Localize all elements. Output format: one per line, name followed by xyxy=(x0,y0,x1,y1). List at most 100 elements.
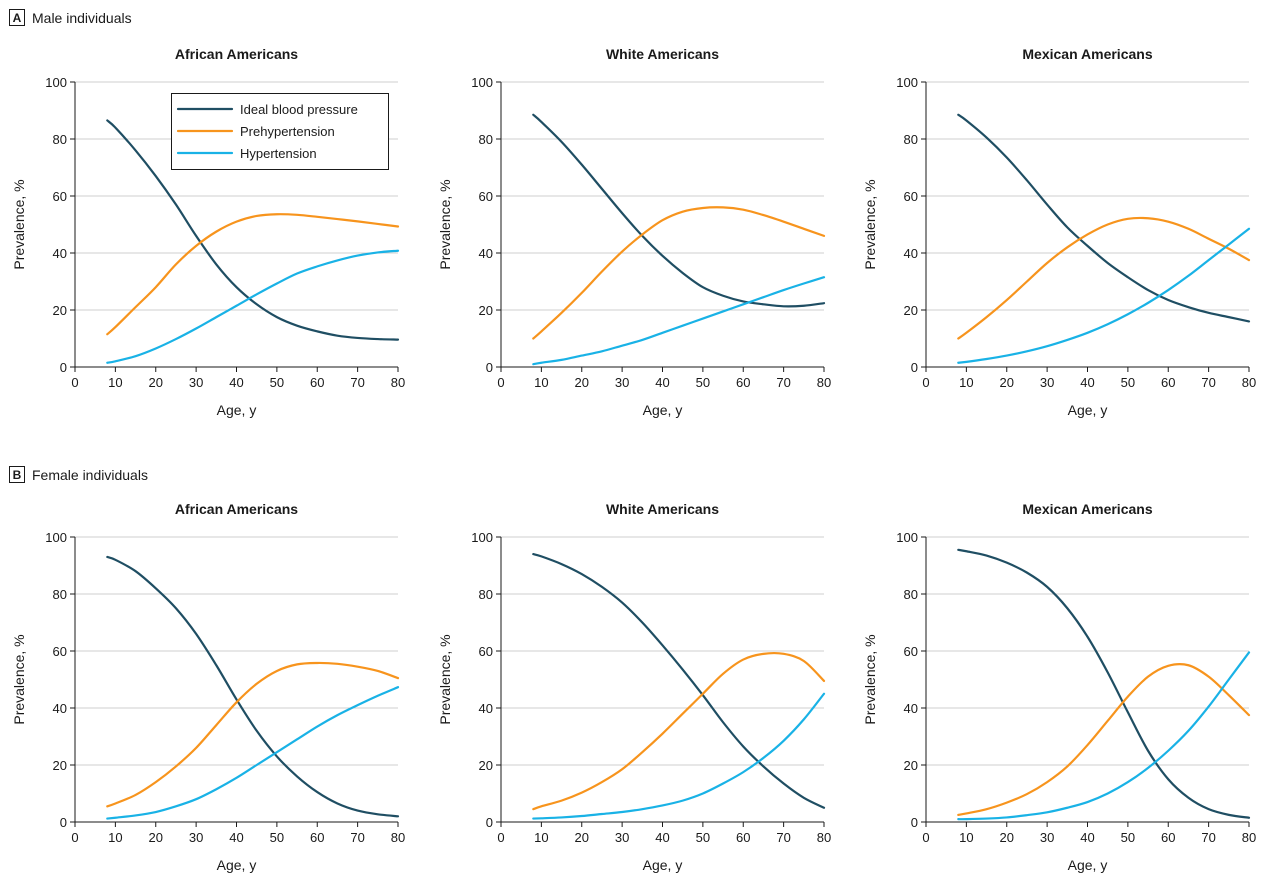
series-line-hypertension xyxy=(532,276,826,366)
y-tick-label: 0 xyxy=(60,360,67,375)
series-line-prehypertension xyxy=(106,661,400,808)
x-tick-label: 50 xyxy=(1121,830,1135,845)
y-tick-label: 40 xyxy=(904,246,918,261)
y-tick-label: 40 xyxy=(904,701,918,716)
y-tick-label: 20 xyxy=(904,303,918,318)
panel-letter-box xyxy=(9,9,25,26)
y-tick-label: 40 xyxy=(479,701,493,716)
y-axis-label: Prevalence, % xyxy=(437,634,453,724)
y-tick-label: 20 xyxy=(479,303,493,318)
x-tick-label: 30 xyxy=(1040,830,1054,845)
chart-title: African Americans xyxy=(175,501,298,517)
x-tick-label: 50 xyxy=(270,830,284,845)
x-tick-label: 30 xyxy=(189,830,203,845)
panel-title: Male individuals xyxy=(32,10,132,26)
panel-title: Female individuals xyxy=(32,467,148,483)
x-tick-label: 70 xyxy=(350,830,364,845)
chart-5: Mexican Americans 0 20 40 60 80 100 0 10 20 30 40 50… xyxy=(862,501,1256,873)
x-tick-label: 70 xyxy=(1201,830,1215,845)
y-tick-label: 0 xyxy=(486,815,493,830)
chart-title: White Americans xyxy=(606,501,719,517)
chart-2: Mexican Americans 0 20 40 60 80 100 0 10 20 30 40 50… xyxy=(862,46,1256,418)
panel-header-a: A Male individuals xyxy=(9,9,132,26)
y-tick-label: 60 xyxy=(904,644,918,659)
x-tick-label: 0 xyxy=(497,375,504,390)
series-line-ideal-blood-pressure xyxy=(532,113,826,308)
panel-letter-box xyxy=(9,466,25,483)
y-tick-label: 100 xyxy=(471,75,493,90)
x-axis-label: Age, y xyxy=(1068,402,1108,418)
chart-title: Mexican Americans xyxy=(1022,501,1152,517)
x-tick-label: 80 xyxy=(1242,375,1256,390)
series-line-ideal-blood-pressure xyxy=(957,548,1251,819)
x-tick-label: 60 xyxy=(310,830,324,845)
x-tick-label: 50 xyxy=(696,830,710,845)
y-tick-label: 100 xyxy=(45,530,67,545)
x-tick-label: 50 xyxy=(1121,375,1135,390)
x-tick-label: 0 xyxy=(497,830,504,845)
x-tick-label: 40 xyxy=(229,375,243,390)
x-tick-label: 40 xyxy=(1080,375,1094,390)
x-tick-label: 20 xyxy=(1000,375,1014,390)
x-tick-label: 40 xyxy=(229,830,243,845)
x-axis-label: Age, y xyxy=(1068,857,1108,873)
series-line-prehypertension xyxy=(106,213,400,336)
y-tick-label: 0 xyxy=(911,815,918,830)
x-tick-label: 50 xyxy=(696,375,710,390)
y-axis-label: Prevalence, % xyxy=(11,179,27,269)
x-tick-label: 10 xyxy=(959,375,973,390)
y-tick-label: 80 xyxy=(479,587,493,602)
y-tick-label: 80 xyxy=(904,132,918,147)
y-tick-label: 20 xyxy=(479,758,493,773)
y-tick-label: 20 xyxy=(904,758,918,773)
x-tick-label: 60 xyxy=(736,830,750,845)
series-line-ideal-blood-pressure xyxy=(532,553,826,809)
chart-4: White Americans 0 20 40 60 80 100 0 10 20 30 40 50 60… xyxy=(437,501,831,873)
x-tick-label: 50 xyxy=(270,375,284,390)
series-line-ideal-blood-pressure xyxy=(106,119,400,341)
panel-letter: B xyxy=(13,468,22,482)
y-tick-label: 100 xyxy=(45,75,67,90)
y-tick-label: 40 xyxy=(479,246,493,261)
y-tick-label: 60 xyxy=(479,189,493,204)
series-line-hypertension xyxy=(957,651,1251,821)
x-tick-label: 10 xyxy=(108,375,122,390)
x-tick-label: 10 xyxy=(108,830,122,845)
x-tick-label: 0 xyxy=(71,375,78,390)
y-tick-label: 80 xyxy=(904,587,918,602)
series-line-prehypertension xyxy=(957,216,1251,340)
x-tick-label: 40 xyxy=(655,830,669,845)
x-tick-label: 40 xyxy=(1080,830,1094,845)
y-tick-label: 0 xyxy=(60,815,67,830)
x-tick-label: 20 xyxy=(149,830,163,845)
x-axis-label: Age, y xyxy=(643,857,683,873)
x-tick-label: 70 xyxy=(1201,375,1215,390)
chart-title: Mexican Americans xyxy=(1022,46,1152,62)
y-axis-label: Prevalence, % xyxy=(11,634,27,724)
y-tick-label: 60 xyxy=(53,189,67,204)
x-tick-label: 20 xyxy=(1000,830,1014,845)
series-line-hypertension xyxy=(532,692,826,820)
chart-1: White Americans 0 20 40 60 80 100 0 10 20 30 40 50 60… xyxy=(437,46,831,418)
panel-header-b: B Female individuals xyxy=(9,466,148,483)
x-tick-label: 40 xyxy=(655,375,669,390)
legend: Ideal blood pressure Prehypertension Hyp… xyxy=(171,93,389,170)
panel-letter: A xyxy=(13,11,22,25)
y-axis-label: Prevalence, % xyxy=(862,179,878,269)
y-tick-label: 100 xyxy=(471,530,493,545)
x-axis-label: Age, y xyxy=(217,402,257,418)
x-tick-label: 0 xyxy=(71,830,78,845)
x-tick-label: 80 xyxy=(1242,830,1256,845)
series-line-ideal-blood-pressure xyxy=(957,113,1251,323)
series-line-hypertension xyxy=(957,227,1251,364)
x-tick-label: 60 xyxy=(1161,830,1175,845)
series-line-ideal-blood-pressure xyxy=(106,555,400,818)
x-tick-label: 30 xyxy=(1040,375,1054,390)
x-tick-label: 30 xyxy=(615,375,629,390)
legend-label-hypertension: Hypertension xyxy=(240,146,317,161)
x-tick-label: 30 xyxy=(189,375,203,390)
x-tick-label: 0 xyxy=(922,830,929,845)
y-tick-label: 60 xyxy=(904,189,918,204)
